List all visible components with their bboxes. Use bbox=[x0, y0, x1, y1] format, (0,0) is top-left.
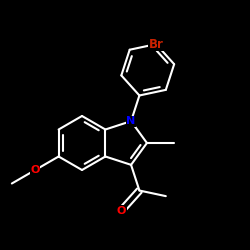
Text: O: O bbox=[117, 206, 126, 216]
Text: N: N bbox=[126, 116, 136, 126]
Text: O: O bbox=[30, 165, 40, 175]
Text: Br: Br bbox=[149, 38, 164, 51]
